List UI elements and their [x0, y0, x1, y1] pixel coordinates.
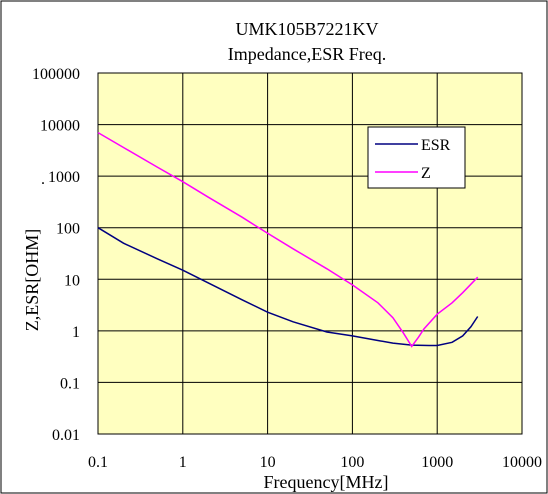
y-tick-label: 10 [64, 272, 80, 289]
chart-title: UMK105B7221KV [235, 19, 378, 39]
x-tick-label: 1000 [421, 454, 453, 471]
y-tick-labels: 100000 10000 1000 100 10 1 0.1 0.01 [32, 66, 80, 444]
x-axis-label: Frequency[MHz] [264, 472, 389, 492]
y-tick-label: 0.1 [60, 375, 80, 392]
series-line-z [97, 131, 479, 348]
y-axis-label-dot: . [41, 171, 45, 188]
series-line-esr [97, 227, 479, 347]
x-tick-label: 100 [340, 454, 364, 471]
x-tick-labels: 0.1 1 10 100 1000 10000 [88, 454, 542, 471]
x-tick-label: 1 [179, 454, 187, 471]
chart-subtitle: Impedance,ESR Freq. [228, 44, 386, 64]
y-tick-label: 100 [56, 221, 80, 238]
legend-label-z: Z [421, 165, 431, 182]
x-tick-label: 10000 [502, 454, 542, 471]
y-axis-label: Z,ESR[OHM] [22, 229, 42, 332]
y-tick-label: 0.01 [52, 427, 80, 444]
legend-box [367, 126, 466, 189]
y-tick-label: 1000 [48, 169, 80, 186]
y-tick-label: 100000 [32, 66, 80, 83]
legend-label-esr: ESR [421, 137, 451, 154]
y-tick-label: 1 [72, 324, 80, 341]
y-tick-label: 10000 [40, 118, 80, 135]
x-tick-label: 0.1 [88, 454, 108, 471]
x-tick-label: 10 [260, 454, 276, 471]
legend: ESR Z [367, 126, 466, 189]
